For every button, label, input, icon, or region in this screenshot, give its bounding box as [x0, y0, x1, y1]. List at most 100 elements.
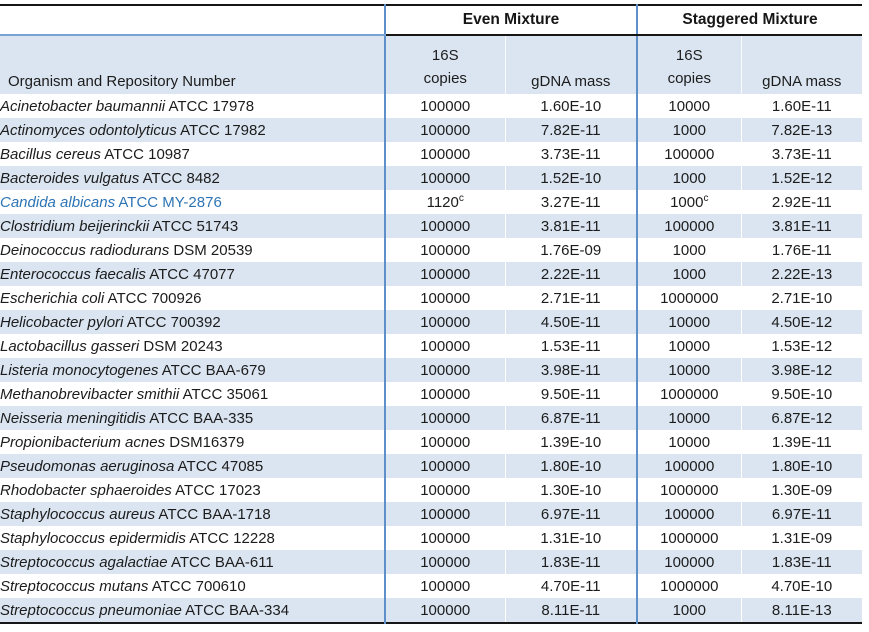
mock-community-table: Even Mixture Staggered Mixture Organism …	[0, 4, 863, 624]
staggered-16s-copies-cell: 100000	[636, 142, 742, 166]
staggered-16s-copies-cell: 1000	[636, 166, 742, 190]
organism-cell: Streptococcus pneumoniae ATCC BAA-334	[0, 598, 385, 623]
table-row: Helicobacter pylori ATCC 700392 100000 4.5…	[0, 310, 863, 334]
staggered-gdna-mass-cell: 3.73E-11	[740, 142, 863, 166]
staggered-16s-copies-cell: 100000	[636, 550, 742, 574]
table-row: Lactobacillus gasseri DSM 20243 100000 1.5…	[0, 334, 863, 358]
organism-cell: Acinetobacter baumannii ATCC 17978	[0, 94, 385, 118]
staggered-gdna-mass-cell: 1.53E-12	[740, 334, 863, 358]
staggered-gdna-mass-cell: 1.30E-09	[740, 478, 863, 502]
organism-cell: Neisseria meningitidis ATCC BAA-335	[0, 406, 385, 430]
organism-cell: Enterococcus faecalis ATCC 47077	[0, 262, 385, 286]
header-16s-line: 16S	[675, 47, 703, 64]
staggered-16s-copies-cell: 10000	[636, 94, 742, 118]
even-gdna-mass-cell: 9.50E-11	[504, 382, 638, 406]
group-header-even-mixture: Even Mixture	[383, 5, 638, 36]
organism-cell: Lactobacillus gasseri DSM 20243	[0, 334, 385, 358]
even-gdna-mass-cell: 1.80E-10	[504, 454, 638, 478]
column-header-row: Organism and Repository Number 16S copie…	[0, 35, 863, 94]
even-gdna-mass-cell: 1.52E-10	[504, 166, 638, 190]
staggered-gdna-mass-cell: 3.81E-11	[740, 214, 863, 238]
organism-cell: Clostridium beijerinckii ATCC 51743	[0, 214, 385, 238]
even-gdna-mass-cell: 1.39E-10	[504, 430, 638, 454]
staggered-gdna-mass-cell: 2.71E-10	[740, 286, 863, 310]
staggered-gdna-mass-cell: 1.39E-11	[740, 430, 863, 454]
table-row: Staphylococcus aureus ATCC BAA-1718 10000…	[0, 502, 863, 526]
staggered-gdna-mass-cell: 1.80E-10	[740, 454, 863, 478]
table-row: Bacteroides vulgatus ATCC 8482 100000 1.52…	[0, 166, 863, 190]
even-16s-copies-cell: 100000	[384, 526, 505, 550]
organism-cell: Deinococcus radiodurans DSM 20539	[0, 238, 385, 262]
even-16s-copies-cell: 100000	[384, 166, 505, 190]
table-row: Enterococcus faecalis ATCC 47077 100000 2.…	[0, 262, 863, 286]
even-16s-copies-cell: 100000	[384, 94, 505, 118]
even-16s-copies-cell: 100000	[384, 406, 505, 430]
even-gdna-mass-cell: 6.97E-11	[504, 502, 638, 526]
header-copies-line: copies	[667, 70, 711, 87]
even-16s-copies-cell: 100000	[384, 262, 505, 286]
organism-cell: Streptococcus mutans ATCC 700610	[0, 574, 385, 598]
even-16s-copies-cell: 100000	[384, 310, 505, 334]
table-row: Pseudomonas aeruginosa ATCC 47085 100000 1…	[0, 454, 863, 478]
staggered-16s-copies-cell: 10000	[636, 406, 742, 430]
column-header-staggered-gdna-mass: gDNA mass	[740, 35, 863, 94]
even-gdna-mass-cell: 1.60E-10	[504, 94, 638, 118]
column-header-organism: Organism and Repository Number	[0, 35, 385, 94]
staggered-16s-copies-cell: 1000000	[636, 526, 742, 550]
even-gdna-mass-cell: 3.73E-11	[504, 142, 638, 166]
organism-cell: Bacillus cereus ATCC 10987	[0, 142, 385, 166]
staggered-16s-copies-cell: 100000	[636, 502, 742, 526]
table-row: Deinococcus radiodurans DSM 20539 100000 1…	[0, 238, 863, 262]
table-row: Escherichia coli ATCC 700926 100000 2.71E-…	[0, 286, 863, 310]
staggered-gdna-mass-cell: 1.52E-12	[740, 166, 863, 190]
staggered-gdna-mass-cell: 6.97E-11	[740, 502, 863, 526]
even-gdna-mass-cell: 1.30E-10	[504, 478, 638, 502]
even-gdna-mass-cell: 4.50E-11	[504, 310, 638, 334]
even-gdna-mass-cell: 1.53E-11	[504, 334, 638, 358]
staggered-16s-copies-cell: 1000000	[636, 574, 742, 598]
staggered-16s-copies-cell: 1000c	[636, 190, 742, 214]
even-16s-copies-cell: 100000	[384, 574, 505, 598]
even-16s-copies-cell: 100000	[384, 478, 505, 502]
even-16s-copies-cell: 100000	[384, 550, 505, 574]
even-gdna-mass-cell: 2.71E-11	[504, 286, 638, 310]
even-gdna-mass-cell: 7.82E-11	[504, 118, 638, 142]
header-16s-line: 16S	[431, 47, 459, 64]
organism-cell: Bacteroides vulgatus ATCC 8482	[0, 166, 385, 190]
organism-cell: Staphylococcus aureus ATCC BAA-1718	[0, 502, 385, 526]
even-16s-copies-cell: 100000	[384, 142, 505, 166]
even-gdna-mass-cell: 1.76E-09	[504, 238, 638, 262]
organism-cell: Propionibacterium acnes DSM16379	[0, 430, 385, 454]
table-row: Acinetobacter baumannii ATCC 17978 100000…	[0, 94, 863, 118]
table-row: Actinomyces odontolyticus ATCC 17982 1000…	[0, 118, 863, 142]
even-16s-copies-cell: 100000	[384, 454, 505, 478]
staggered-16s-copies-cell: 1000000	[636, 286, 742, 310]
staggered-16s-copies-cell: 100000	[636, 214, 742, 238]
organism-cell: Candida albicans ATCC MY-2876	[0, 190, 385, 214]
table-row: Streptococcus mutans ATCC 700610 100000 4.…	[0, 574, 863, 598]
staggered-16s-copies-cell: 100000	[636, 454, 742, 478]
even-16s-copies-cell: 100000	[384, 214, 505, 238]
even-16s-copies-cell: 100000	[384, 502, 505, 526]
column-header-staggered-16s-copies: 16S copies	[636, 35, 742, 94]
table-row: Clostridium beijerinckii ATCC 51743 10000…	[0, 214, 863, 238]
staggered-16s-copies-cell: 10000	[636, 430, 742, 454]
even-gdna-mass-cell: 2.22E-11	[504, 262, 638, 286]
table-row: Neisseria meningitidis ATCC BAA-335 10000…	[0, 406, 863, 430]
even-gdna-mass-cell: 8.11E-11	[504, 598, 638, 623]
staggered-16s-copies-cell: 10000	[636, 334, 742, 358]
even-16s-copies-cell: 100000	[384, 286, 505, 310]
group-header-row: Even Mixture Staggered Mixture	[0, 5, 863, 36]
header-copies-line: copies	[423, 70, 467, 87]
even-gdna-mass-cell: 3.27E-11	[504, 190, 638, 214]
staggered-16s-copies-cell: 1000	[636, 598, 742, 623]
even-16s-copies-cell: 100000	[384, 598, 505, 623]
column-header-even-16s-copies: 16S copies	[384, 35, 505, 94]
staggered-16s-copies-cell: 10000	[636, 310, 742, 334]
staggered-16s-copies-cell: 1000	[636, 118, 742, 142]
organism-cell: Helicobacter pylori ATCC 700392	[0, 310, 385, 334]
table-row: Bacillus cereus ATCC 10987 100000 3.73E-11…	[0, 142, 863, 166]
even-gdna-mass-cell: 3.81E-11	[504, 214, 638, 238]
staggered-gdna-mass-cell: 1.31E-09	[740, 526, 863, 550]
